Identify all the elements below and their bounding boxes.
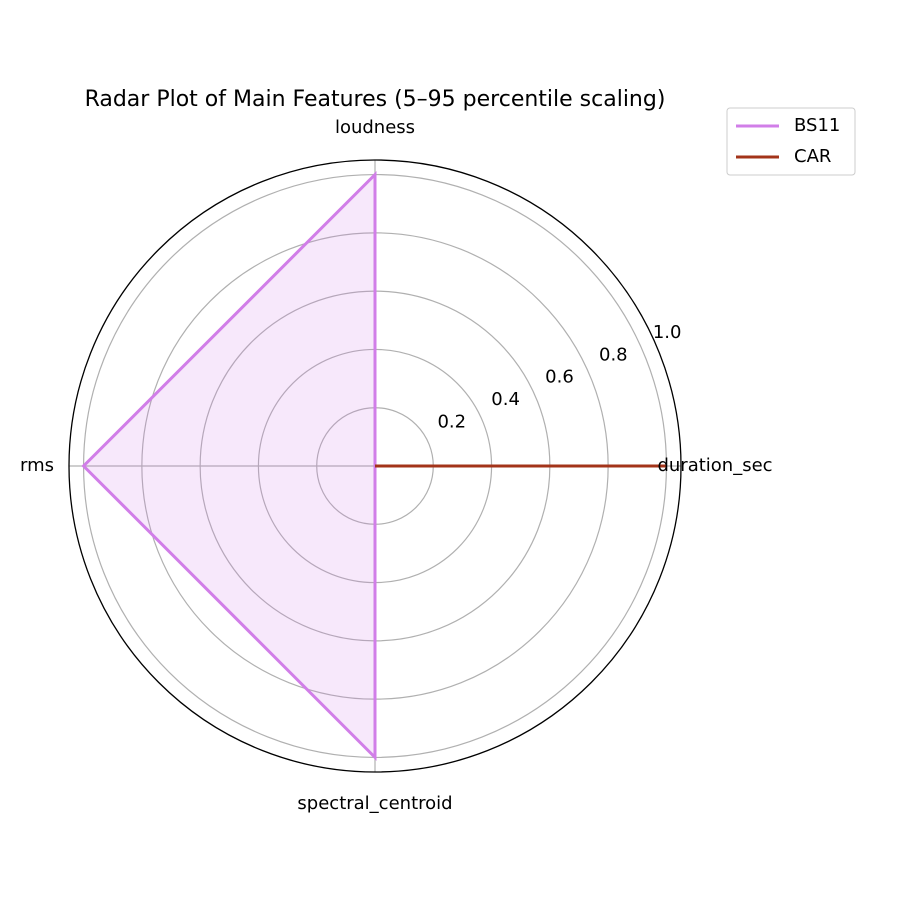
chart-title: Radar Plot of Main Features (5–95 percen… (85, 87, 666, 112)
r-tick-label: 0.6 (545, 367, 574, 388)
series-line (81, 170, 377, 762)
r-tick-label: 1.0 (653, 322, 682, 343)
category-label: loudness (335, 117, 415, 138)
category-label: rms (20, 455, 54, 476)
series-area (83, 174, 375, 758)
legend-label: BS11 (794, 115, 840, 136)
r-tick-label: 0.8 (599, 344, 628, 365)
r-tick-label: 0.4 (491, 389, 520, 410)
legend-label: CAR (794, 146, 831, 167)
category-label: duration_sec (657, 455, 772, 476)
outer-frame (68, 159, 682, 773)
category-label: spectral_centroid (297, 793, 452, 814)
r-tick-label: 0.2 (437, 411, 466, 432)
